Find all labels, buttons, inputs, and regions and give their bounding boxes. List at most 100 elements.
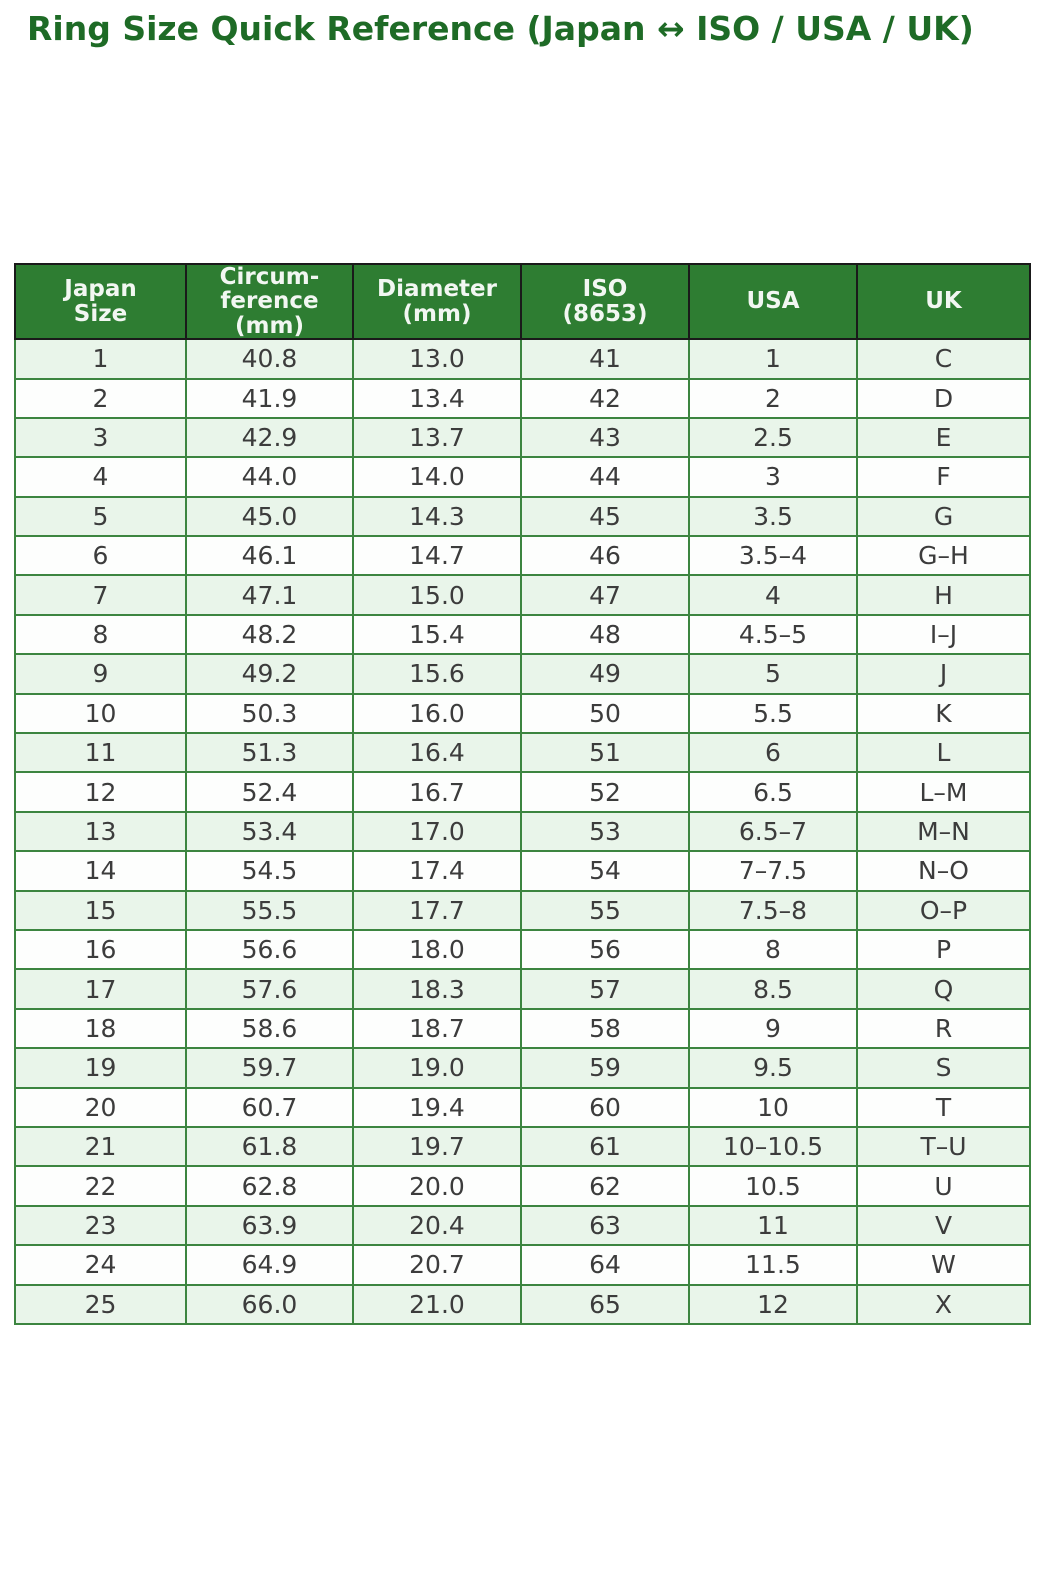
table-cell: 11 (688, 1204, 858, 1247)
table-cell: 13 (14, 810, 187, 853)
table-row: 5 45.0 14.3 45 3.5 G (14, 495, 1031, 538)
table-cell: 15.6 (352, 653, 522, 695)
table-cell: 56 (520, 928, 690, 971)
table-cell: 21.0 (352, 1283, 522, 1325)
table-cell: 42.9 (185, 416, 354, 459)
table-cell: 9 (688, 1007, 858, 1050)
table-cell: U (856, 1165, 1031, 1207)
table-cell: 53 (520, 810, 690, 853)
ring-size-table: Japan Size Circum- ference (mm) Diameter… (14, 262, 1031, 1325)
table-cell: 18.7 (352, 1007, 522, 1050)
table-cell: 1 (14, 338, 187, 380)
table-cell: 18 (14, 1007, 187, 1050)
header-cell-iso: ISO (8653) (520, 262, 690, 341)
table-cell: F (856, 456, 1031, 498)
table-row: 3 42.9 13.7 43 2.5 E (14, 416, 1031, 459)
table-cell: Q (856, 968, 1031, 1010)
table-cell: 5 (14, 495, 187, 538)
table-cell: K (856, 692, 1031, 735)
table-cell: 9.5 (688, 1047, 858, 1089)
table-cell: 64.9 (185, 1244, 354, 1286)
table-cell: T (856, 1086, 1031, 1128)
table-cell: 61 (520, 1125, 690, 1168)
table-cell: 14.0 (352, 456, 522, 498)
table-cell: 49 (520, 653, 690, 695)
table-row: 20 60.7 19.4 60 10 T (14, 1086, 1031, 1128)
table-cell: 11.5 (688, 1244, 858, 1286)
table-cell: 54 (520, 850, 690, 892)
table-cell: 8 (688, 928, 858, 971)
table-cell: 62.8 (185, 1165, 354, 1207)
table-cell: 16 (14, 928, 187, 971)
table-cell: 58.6 (185, 1007, 354, 1050)
table-cell: 10–10.5 (688, 1125, 858, 1168)
table-cell: 44.0 (185, 456, 354, 498)
table-cell: 16.0 (352, 692, 522, 735)
table-cell: O–P (856, 889, 1031, 931)
table-cell: 48 (520, 613, 690, 656)
table-cell: 6.5 (688, 771, 858, 813)
table-cell: 15.0 (352, 574, 522, 616)
table-cell: 18.3 (352, 968, 522, 1010)
table-cell: 3.5–4 (688, 535, 858, 577)
table-cell: 17.4 (352, 850, 522, 892)
table-cell: 20 (14, 1086, 187, 1128)
table-cell: 63.9 (185, 1204, 354, 1247)
table-cell: 6 (14, 535, 187, 577)
table-cell: 47 (520, 574, 690, 616)
table-cell: 59.7 (185, 1047, 354, 1089)
table-cell: 19.7 (352, 1125, 522, 1168)
table-cell: X (856, 1283, 1031, 1325)
header-cell-circumference: Circum- ference (mm) (185, 262, 354, 341)
table-cell: C (856, 338, 1031, 380)
table-cell: 15.4 (352, 613, 522, 656)
header-cell-uk: UK (856, 262, 1031, 341)
table-cell: 55 (520, 889, 690, 931)
header-cell-diameter: Diameter (mm) (352, 262, 522, 341)
table-cell: 13.0 (352, 338, 522, 380)
table-cell: L–M (856, 771, 1031, 813)
table-cell: N–O (856, 850, 1031, 892)
table-cell: 41.9 (185, 377, 354, 419)
table-cell: M–N (856, 810, 1031, 853)
table-cell: 19.0 (352, 1047, 522, 1089)
table-row: 6 46.1 14.7 46 3.5–4 G–H (14, 535, 1031, 577)
table-row: 14 54.5 17.4 54 7–7.5 N–O (14, 850, 1031, 892)
table-cell: 2 (688, 377, 858, 419)
table-cell: 4 (688, 574, 858, 616)
table-row: 4 44.0 14.0 44 3 F (14, 456, 1031, 498)
table-cell: 59 (520, 1047, 690, 1089)
table-cell: 48.2 (185, 613, 354, 656)
table-cell: I–J (856, 613, 1031, 656)
table-header-row: Japan Size Circum- ference (mm) Diameter… (14, 262, 1031, 341)
table-cell: W (856, 1244, 1031, 1286)
table-cell: 44 (520, 456, 690, 498)
table-row: 8 48.2 15.4 48 4.5–5 I–J (14, 613, 1031, 656)
table-cell: G–H (856, 535, 1031, 577)
table-cell: V (856, 1204, 1031, 1247)
table-cell: D (856, 377, 1031, 419)
table-cell: 46 (520, 535, 690, 577)
table-cell: 60.7 (185, 1086, 354, 1128)
table-cell: 50.3 (185, 692, 354, 735)
table-cell: 4 (14, 456, 187, 498)
table-row: 2 41.9 13.4 42 2 D (14, 377, 1031, 419)
table-row: 12 52.4 16.7 52 6.5 L–M (14, 771, 1031, 813)
table-cell: 22 (14, 1165, 187, 1207)
table-row: 10 50.3 16.0 50 5.5 K (14, 692, 1031, 735)
table-cell: 20.4 (352, 1204, 522, 1247)
table-cell: 51.3 (185, 732, 354, 774)
table-row: 11 51.3 16.4 51 6 L (14, 732, 1031, 774)
table-cell: 60 (520, 1086, 690, 1128)
table-cell: 14 (14, 850, 187, 892)
table-cell: 11 (14, 732, 187, 774)
table-cell: 53.4 (185, 810, 354, 853)
table-cell: 46.1 (185, 535, 354, 577)
table-cell: 52 (520, 771, 690, 813)
table-cell: 4.5–5 (688, 613, 858, 656)
table-cell: 1 (688, 338, 858, 380)
table-cell: 7 (14, 574, 187, 616)
table-cell: 45 (520, 495, 690, 538)
table-cell: S (856, 1047, 1031, 1089)
